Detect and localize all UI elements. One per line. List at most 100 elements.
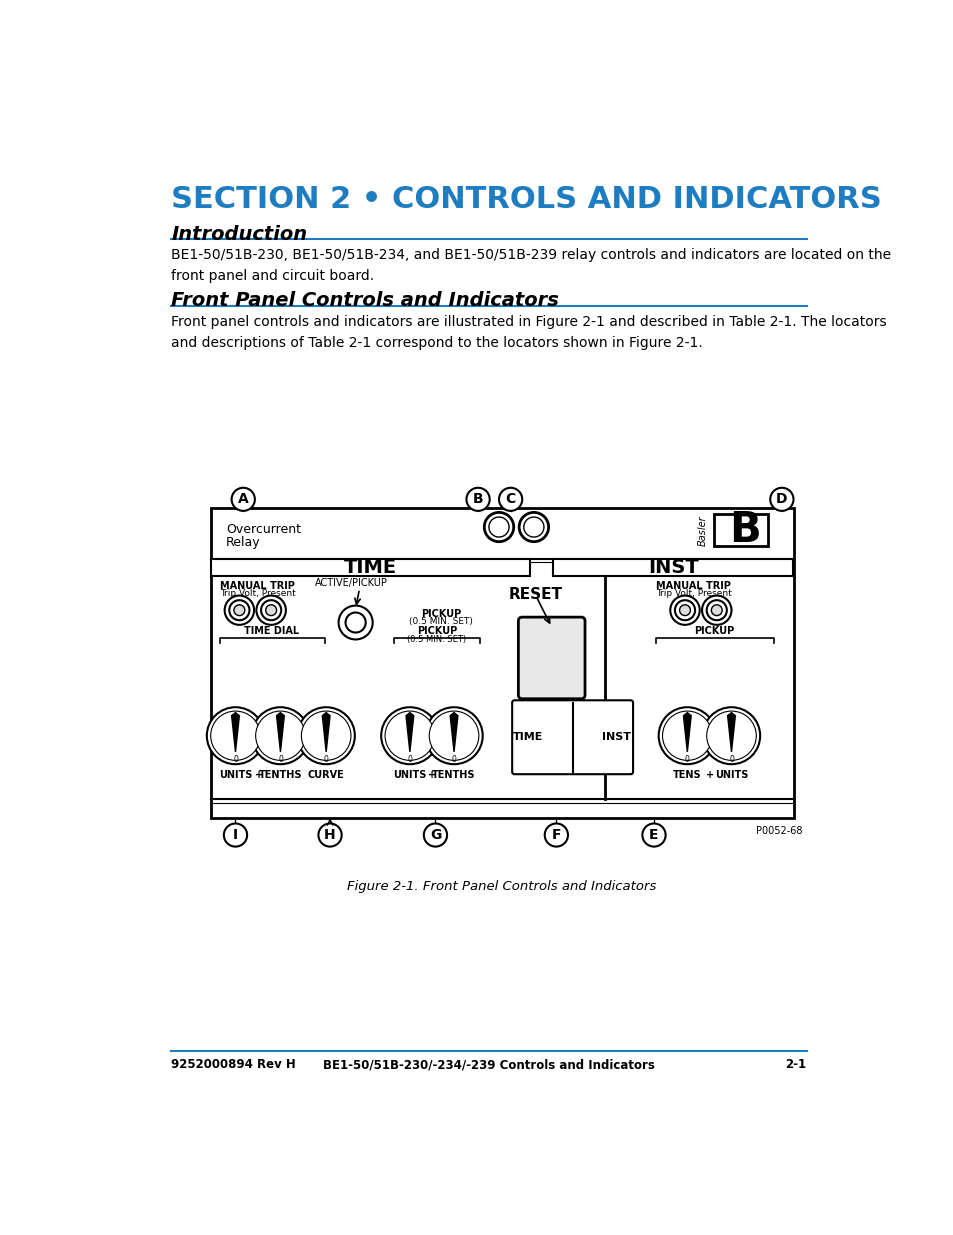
Text: MANUAL TRIP: MANUAL TRIP xyxy=(656,580,730,590)
Text: ACTIVE/PICKUP: ACTIVE/PICKUP xyxy=(315,578,388,588)
Text: 0: 0 xyxy=(407,755,412,764)
Text: UNITS: UNITS xyxy=(714,771,747,781)
Text: +: + xyxy=(705,771,713,781)
Polygon shape xyxy=(322,713,330,752)
Circle shape xyxy=(301,711,351,761)
Circle shape xyxy=(423,824,447,846)
Text: INST: INST xyxy=(601,732,631,742)
Circle shape xyxy=(232,488,254,511)
Text: PICKUP: PICKUP xyxy=(694,626,734,636)
Text: A: A xyxy=(237,493,249,506)
Circle shape xyxy=(266,605,276,615)
Circle shape xyxy=(769,488,793,511)
Polygon shape xyxy=(727,713,735,752)
Text: Basler: Basler xyxy=(697,515,707,546)
Circle shape xyxy=(207,708,264,764)
Circle shape xyxy=(544,824,567,846)
Text: TENS: TENS xyxy=(672,771,700,781)
Circle shape xyxy=(345,613,365,632)
Text: Trip Volt, Present: Trip Volt, Present xyxy=(220,589,295,599)
Text: (0.5 MIN. SET): (0.5 MIN. SET) xyxy=(409,618,473,626)
Text: BE1-50/51B-230/-234/-239 Controls and Indicators: BE1-50/51B-230/-234/-239 Controls and In… xyxy=(323,1058,654,1071)
Circle shape xyxy=(518,513,548,542)
Circle shape xyxy=(641,824,665,846)
Circle shape xyxy=(674,600,695,620)
Text: F: F xyxy=(551,827,560,842)
FancyBboxPatch shape xyxy=(512,700,633,774)
Text: H: H xyxy=(324,827,335,842)
Circle shape xyxy=(658,708,716,764)
Bar xyxy=(553,558,793,577)
Text: P0052-68: P0052-68 xyxy=(756,826,802,836)
Circle shape xyxy=(488,517,509,537)
Circle shape xyxy=(256,595,286,625)
Text: I: I xyxy=(233,827,238,842)
Polygon shape xyxy=(276,713,284,752)
Circle shape xyxy=(523,517,543,537)
Text: +: + xyxy=(254,771,262,781)
Text: B: B xyxy=(473,493,483,506)
Text: Front Panel Controls and Indicators: Front Panel Controls and Indicators xyxy=(171,290,558,310)
Circle shape xyxy=(224,824,247,846)
Circle shape xyxy=(702,708,760,764)
Circle shape xyxy=(661,711,711,761)
Circle shape xyxy=(224,595,253,625)
Circle shape xyxy=(706,711,756,761)
Bar xyxy=(211,558,530,577)
Circle shape xyxy=(484,513,513,542)
Circle shape xyxy=(670,595,699,625)
Text: Figure 2-1. Front Panel Controls and Indicators: Figure 2-1. Front Panel Controls and Ind… xyxy=(347,879,656,893)
Text: (0.5 MIN. SET): (0.5 MIN. SET) xyxy=(407,635,466,645)
Text: Trip Volt, Present: Trip Volt, Present xyxy=(656,589,731,599)
Text: TIME: TIME xyxy=(343,557,396,577)
Circle shape xyxy=(679,605,690,615)
Text: +: + xyxy=(428,771,436,781)
Circle shape xyxy=(701,595,731,625)
Circle shape xyxy=(229,600,249,620)
FancyBboxPatch shape xyxy=(517,618,584,699)
Text: B: B xyxy=(728,509,760,551)
Text: C: C xyxy=(505,493,516,506)
Polygon shape xyxy=(406,713,414,752)
Text: Relay: Relay xyxy=(226,536,260,548)
Circle shape xyxy=(297,708,355,764)
Text: MANUAL TRIP: MANUAL TRIP xyxy=(220,580,294,590)
Polygon shape xyxy=(450,713,457,752)
Polygon shape xyxy=(682,713,691,752)
Text: TENTHS: TENTHS xyxy=(258,771,302,781)
Bar xyxy=(211,508,793,818)
Circle shape xyxy=(425,708,482,764)
Polygon shape xyxy=(232,713,239,752)
Bar xyxy=(713,514,767,546)
Text: UNITS: UNITS xyxy=(218,771,252,781)
Text: TIME: TIME xyxy=(513,732,543,742)
Text: PICKUP: PICKUP xyxy=(420,609,460,619)
Circle shape xyxy=(211,711,260,761)
Text: RESET: RESET xyxy=(509,587,562,603)
Text: E: E xyxy=(649,827,659,842)
Circle shape xyxy=(381,708,438,764)
Text: BE1-50/51B-230, BE1-50/51B-234, and BE1-50/51B-239 relay controls and indicators: BE1-50/51B-230, BE1-50/51B-234, and BE1-… xyxy=(171,248,890,283)
Text: 2-1: 2-1 xyxy=(784,1058,806,1071)
Text: 0: 0 xyxy=(323,755,328,764)
Text: TIME DIAL: TIME DIAL xyxy=(244,626,299,636)
Text: Overcurrent: Overcurrent xyxy=(226,524,301,536)
Circle shape xyxy=(498,488,521,511)
Circle shape xyxy=(338,605,373,640)
Text: INST: INST xyxy=(647,557,698,577)
Text: D: D xyxy=(776,493,787,506)
Text: 0: 0 xyxy=(451,755,456,764)
Circle shape xyxy=(711,605,721,615)
Text: 0: 0 xyxy=(684,755,689,764)
Circle shape xyxy=(385,711,435,761)
Text: UNITS: UNITS xyxy=(393,771,426,781)
Circle shape xyxy=(429,711,478,761)
Text: 0: 0 xyxy=(277,755,283,764)
Circle shape xyxy=(466,488,489,511)
Circle shape xyxy=(233,605,245,615)
Text: G: G xyxy=(429,827,440,842)
Text: SECTION 2 • CONTROLS AND INDICATORS: SECTION 2 • CONTROLS AND INDICATORS xyxy=(171,185,881,214)
Text: 0: 0 xyxy=(728,755,733,764)
Circle shape xyxy=(255,711,305,761)
Text: 0: 0 xyxy=(233,755,237,764)
